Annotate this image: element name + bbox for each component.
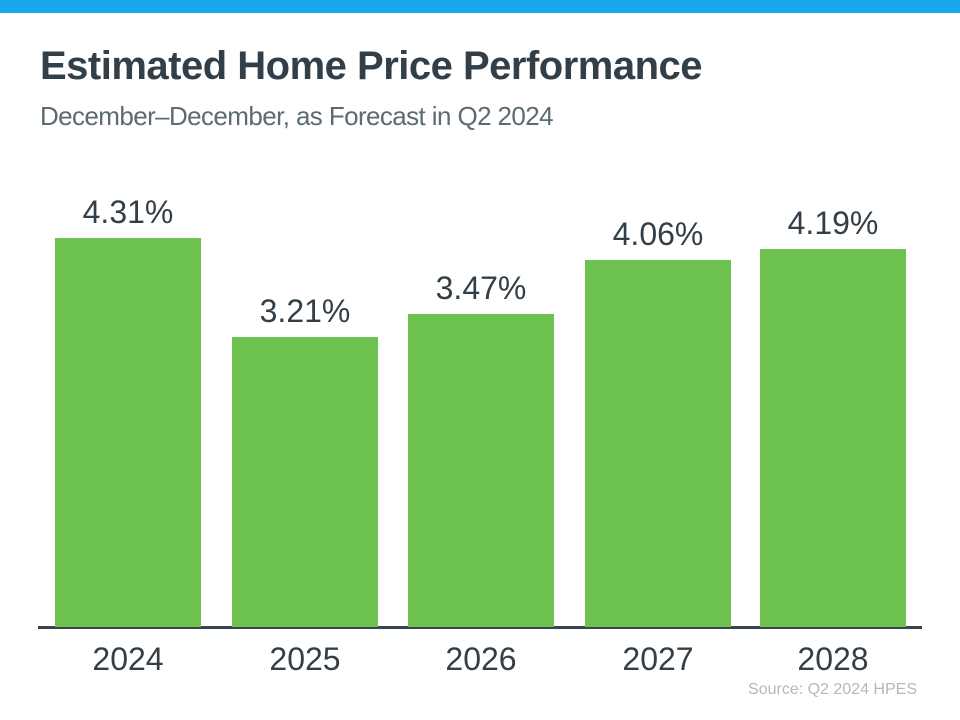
x-tick-label-2028: 2028 [797, 641, 869, 677]
x-tick-label-2027: 2027 [622, 641, 694, 677]
bar-value-label-2025: 3.21% [259, 293, 351, 329]
source-note: Source: Q2 2024 HPES [748, 681, 917, 698]
x-tick-label-2025: 2025 [269, 641, 341, 677]
x-tick-label-2026: 2026 [445, 641, 517, 677]
x-tick-label-2024: 2024 [92, 641, 164, 677]
bar-value-label-2024: 4.31% [82, 194, 174, 230]
bar-2026 [408, 314, 554, 627]
bar-2027 [585, 260, 731, 627]
x-axis-line [38, 626, 922, 629]
top-accent-bar [0, 0, 960, 13]
bar-2025 [232, 337, 378, 627]
page-title: Estimated Home Price Performance [40, 44, 703, 88]
page-subtitle: December–December, as Forecast in Q2 202… [40, 101, 554, 131]
bar-value-label-2028: 4.19% [787, 205, 879, 241]
bar-value-label-2027: 4.06% [612, 216, 704, 252]
bar-value-label-2026: 3.47% [435, 270, 527, 306]
bar-2024 [55, 238, 201, 627]
bar-2028 [760, 249, 906, 627]
